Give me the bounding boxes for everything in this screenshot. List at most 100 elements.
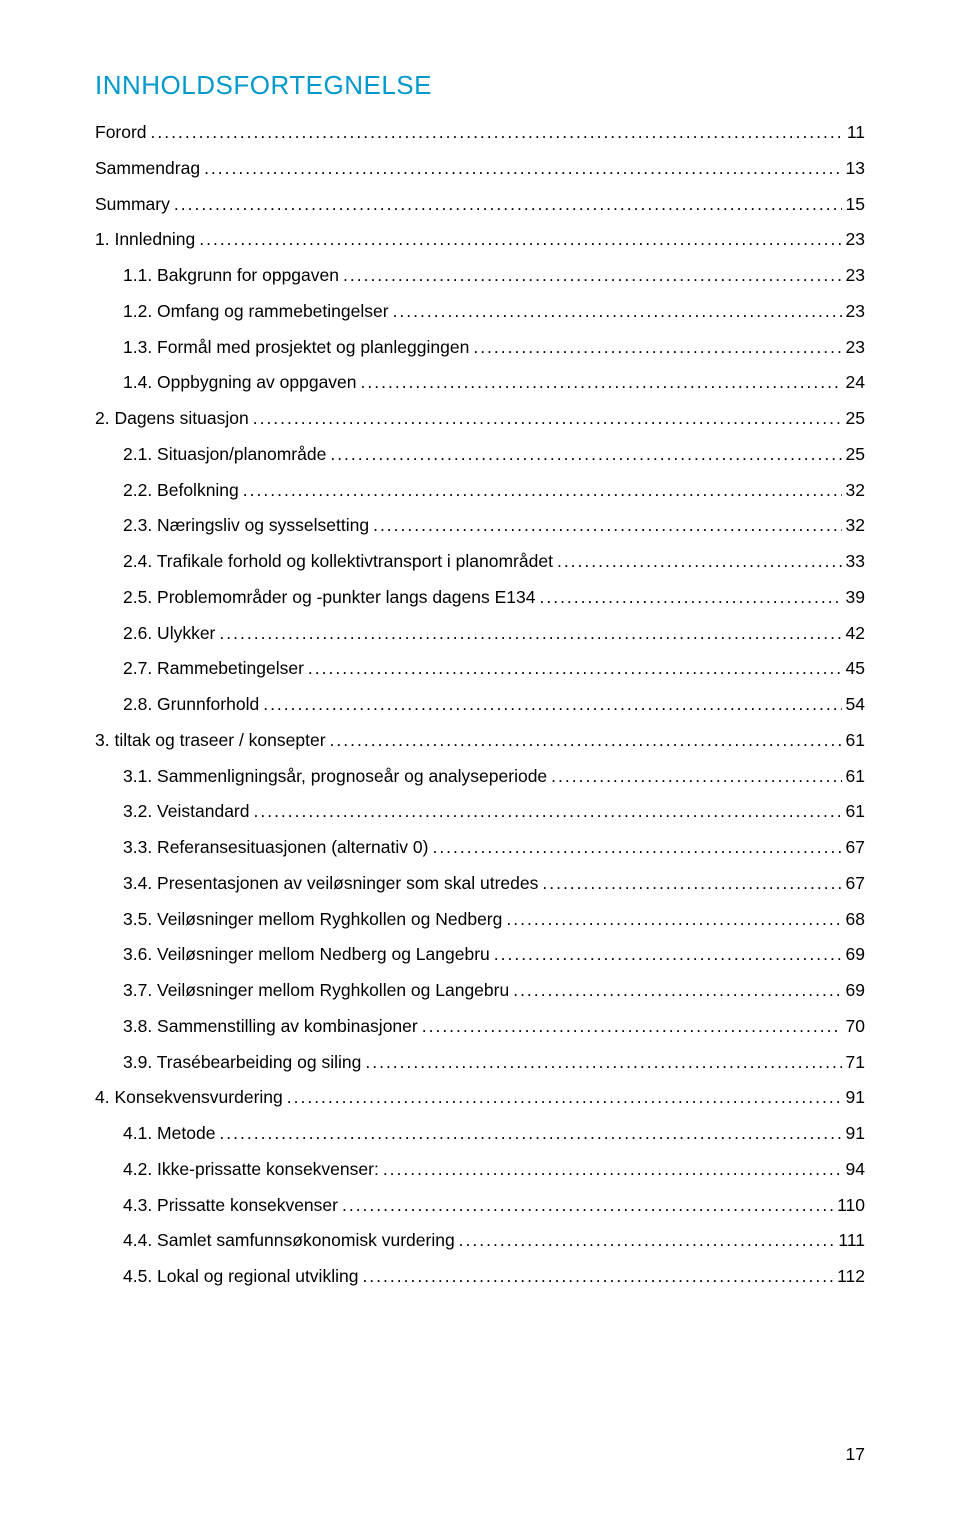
toc-dots: [308, 655, 842, 681]
toc-entry-label: 2.5. Problemområder og -punkter langs da…: [123, 584, 535, 610]
toc-entry: 2.1. Situasjon/planområde 25: [95, 441, 865, 467]
toc-dots: [342, 1192, 833, 1218]
toc-entry: 2.4. Trafikale forhold og kollektivtrans…: [95, 548, 865, 574]
toc-entry: Summary15: [95, 191, 865, 217]
toc-entry-label: 1. Innledning: [95, 226, 195, 252]
toc-dots: [557, 548, 842, 574]
toc-entry: 1.3. Formål med prosjektet og planleggin…: [95, 334, 865, 360]
toc-entry: 1. Innledning23: [95, 226, 865, 252]
toc-entry-page: 69: [846, 977, 865, 1003]
toc-entry-label: 4.2. Ikke-prissatte konsekvenser:: [123, 1156, 379, 1182]
toc-entry-label: 3.3. Referansesituasjonen (alternativ 0): [123, 834, 428, 860]
toc-entry-page: 61: [846, 763, 865, 789]
toc-dots: [243, 477, 842, 503]
toc-entry: 2.8. Grunnforhold54: [95, 691, 865, 717]
toc-entry-page: 94: [846, 1156, 865, 1182]
toc-entry-label: Forord: [95, 119, 147, 145]
toc-entry: 2.2. Befolkning 32: [95, 477, 865, 503]
toc-entry-label: 1.2. Omfang og rammebetingelser: [123, 298, 389, 324]
toc-entry: 2. Dagens situasjon25: [95, 405, 865, 431]
toc-dots: [151, 119, 843, 145]
toc-dots: [219, 1120, 841, 1146]
toc-entry-page: 112: [837, 1263, 865, 1289]
toc-dots: [287, 1084, 842, 1110]
toc-entry-page: 23: [846, 298, 865, 324]
toc-dots: [199, 226, 841, 252]
toc-entry: 4.5. Lokal og regional utvikling 112: [95, 1263, 865, 1289]
toc-entry: 4.4. Samlet samfunnsøkonomisk vurdering 1…: [95, 1227, 865, 1253]
toc-dots: [362, 1263, 833, 1289]
toc-entry-label: 3.8. Sammenstilling av kombinasjoner: [123, 1013, 418, 1039]
toc-dots: [422, 1013, 842, 1039]
toc-dots: [393, 298, 842, 324]
toc-entry: 1.2. Omfang og rammebetingelser 23: [95, 298, 865, 324]
toc-dots: [361, 369, 842, 395]
toc-entry: 4.2. Ikke-prissatte konsekvenser: 94: [95, 1156, 865, 1182]
toc-entry-label: 4.3. Prissatte konsekvenser: [123, 1192, 338, 1218]
toc-entry: 3.2. Veistandard61: [95, 798, 865, 824]
toc-entry-label: 2.2. Befolkning: [123, 477, 239, 503]
toc-entry: 2.7. Rammebetingelser45: [95, 655, 865, 681]
toc-dots: [365, 1049, 841, 1075]
toc-entry: 3. tiltak og traseer / konsepter61: [95, 727, 865, 753]
toc-dots: [204, 155, 841, 181]
toc-entry-label: 3.2. Veistandard: [123, 798, 249, 824]
toc-entry-page: 70: [846, 1013, 865, 1039]
toc-dots: [373, 512, 841, 538]
toc-entry-label: 3. tiltak og traseer / konsepter: [95, 727, 326, 753]
page-number: 17: [846, 1444, 865, 1465]
toc-entry-page: 91: [846, 1120, 865, 1146]
toc-entry: 1.1. Bakgrunn for oppgaven 23: [95, 262, 865, 288]
toc-entry-label: 1.4. Oppbygning av oppgaven: [123, 369, 357, 395]
toc-entry: 3.1. Sammenligningsår, prognoseår og ana…: [95, 763, 865, 789]
toc-entry-label: 3.5. Veiløsninger mellom Ryghkollen og N…: [123, 906, 502, 932]
toc-dots: [473, 334, 841, 360]
toc-entry-page: 67: [846, 834, 865, 860]
toc-entry-label: 3.4. Presentasjonen av veiløsninger som …: [123, 870, 538, 896]
toc-entry: 2.3. Næringsliv og sysselsetting 32: [95, 512, 865, 538]
toc-entry-label: 2.1. Situasjon/planområde: [123, 441, 326, 467]
toc-entry: Forord 11: [95, 119, 865, 145]
toc-entry: 4. Konsekvensvurdering91: [95, 1084, 865, 1110]
toc-entry-page: 69: [846, 941, 865, 967]
toc-entry: 1.4. Oppbygning av oppgaven24: [95, 369, 865, 395]
toc-entry: 4.3. Prissatte konsekvenser 110: [95, 1192, 865, 1218]
toc-entry: Sammendrag13: [95, 155, 865, 181]
toc-entry-label: 2.8. Grunnforhold: [123, 691, 259, 717]
toc-entry-page: 11: [847, 119, 865, 145]
toc-entry-label: 3.9. Trasébearbeiding og siling: [123, 1049, 361, 1075]
toc-entry-page: 67: [846, 870, 865, 896]
toc-entry-page: 23: [846, 334, 865, 360]
toc-entry-page: 25: [846, 405, 865, 431]
toc-entry: 2.5. Problemområder og -punkter langs da…: [95, 584, 865, 610]
toc-entry-label: 4.5. Lokal og regional utvikling: [123, 1263, 358, 1289]
toc-entry-label: 1.1. Bakgrunn for oppgaven: [123, 262, 339, 288]
toc-entry-label: Summary: [95, 191, 170, 217]
toc-entry-page: 32: [846, 477, 865, 503]
toc-dots: [253, 405, 842, 431]
toc-entry-page: 71: [846, 1049, 865, 1075]
toc-entry-page: 111: [838, 1227, 865, 1253]
toc-entry-page: 13: [846, 155, 865, 181]
toc-entry-page: 42: [846, 620, 865, 646]
toc-entry-page: 91: [846, 1084, 865, 1110]
toc-title: INNHOLDSFORTEGNELSE: [95, 70, 865, 101]
toc-entry-label: 4.1. Metode: [123, 1120, 215, 1146]
toc-entry-label: 2.6. Ulykker: [123, 620, 215, 646]
toc-entry: 2.6. Ulykker 42: [95, 620, 865, 646]
toc-entry: 3.7. Veiløsninger mellom Ryghkollen og L…: [95, 977, 865, 1003]
toc-entry-page: 25: [846, 441, 865, 467]
toc-dots: [542, 870, 841, 896]
toc-entry-page: 110: [837, 1192, 865, 1218]
toc-entry-label: 3.1. Sammenligningsår, prognoseår og ana…: [123, 763, 547, 789]
toc-dots: [174, 191, 842, 217]
toc-entry-label: 2.3. Næringsliv og sysselsetting: [123, 512, 369, 538]
toc-entry-page: 23: [846, 262, 865, 288]
toc-dots: [263, 691, 841, 717]
toc-entry-label: 4.4. Samlet samfunnsøkonomisk vurdering: [123, 1227, 455, 1253]
toc-dots: [506, 906, 841, 932]
toc-entry: 3.4. Presentasjonen av veiløsninger som …: [95, 870, 865, 896]
toc-entry: 3.5. Veiløsninger mellom Ryghkollen og N…: [95, 906, 865, 932]
toc-entry-page: 32: [846, 512, 865, 538]
toc-entry-page: 68: [846, 906, 865, 932]
